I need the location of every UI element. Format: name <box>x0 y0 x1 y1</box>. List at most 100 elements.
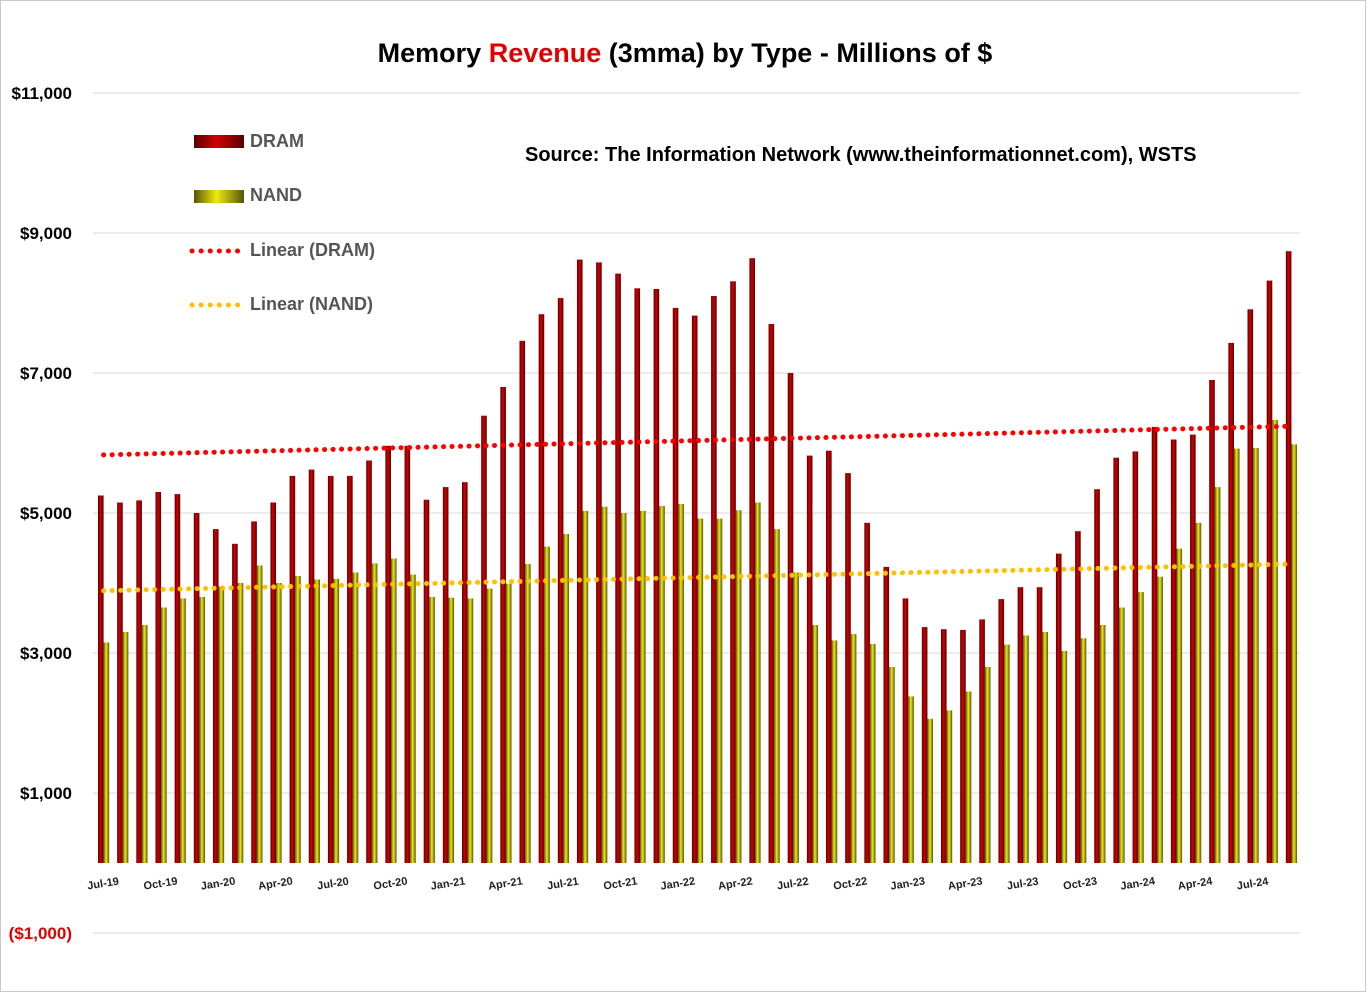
x-tick-label: Jul-22 <box>776 876 809 893</box>
bar-dram <box>768 324 775 863</box>
bar-dram <box>462 482 468 863</box>
bar-nand <box>927 718 934 863</box>
x-tick-label: Jul-19 <box>86 876 119 893</box>
legend-swatch-nand <box>194 190 244 203</box>
x-axis-labels: Jul-19 Oct-19 Jan-20 Apr-20 Jul-20 Oct-20 Jan-… <box>86 875 1270 892</box>
bar-dram <box>251 521 257 863</box>
bar-nand <box>1061 650 1068 863</box>
bar-dram <box>481 415 487 863</box>
trendline-dram <box>101 423 1294 458</box>
x-tick-label: Jul-23 <box>1006 876 1039 893</box>
bar-nand <box>352 572 359 863</box>
bar-nand <box>716 518 723 863</box>
bar-dram <box>327 475 334 863</box>
bar-nand <box>889 667 895 863</box>
bar-dram <box>979 619 985 863</box>
bar-dram <box>366 460 372 863</box>
bar-dram <box>845 473 851 863</box>
bar-nand <box>1291 444 1298 863</box>
bar-nand <box>486 588 493 863</box>
x-tick-label: Jan-20 <box>200 875 236 892</box>
x-tick-label: Jul-24 <box>1236 875 1270 892</box>
bar-nand <box>1023 635 1029 863</box>
x-tick-label: Jul-20 <box>316 876 349 893</box>
bar-nand <box>410 574 416 863</box>
bar-nand <box>161 607 167 863</box>
bar-nand <box>295 576 301 863</box>
y-tick-label: $1,000 <box>20 784 72 803</box>
bar-nand <box>256 565 263 863</box>
bar-dram <box>538 314 545 863</box>
bar-dram <box>1151 426 1158 863</box>
bar-dram <box>691 315 698 864</box>
bar-dram <box>1113 457 1120 863</box>
bar-nand <box>965 691 972 863</box>
bar-nand <box>754 502 761 863</box>
bar-nand <box>1099 625 1106 863</box>
bar-nand <box>774 529 780 863</box>
bar-dram <box>902 598 909 863</box>
bar-nand <box>1042 632 1048 863</box>
bar-dram <box>270 502 277 863</box>
bar-nand <box>1080 638 1087 863</box>
bar-dram <box>940 629 947 863</box>
bar-dram <box>289 475 296 863</box>
y-tick-label: ($1,000) <box>9 924 72 943</box>
bar-dram <box>1266 280 1273 864</box>
bar-dram <box>155 492 162 863</box>
y-tick-label: $7,000 <box>20 364 72 383</box>
legend-swatch-dram <box>194 135 244 148</box>
bar-nand <box>1119 607 1125 863</box>
bar-nand <box>678 503 684 863</box>
bar-dram <box>98 495 104 863</box>
x-tick-label: Jan-23 <box>890 875 926 892</box>
bar-dram <box>826 450 832 863</box>
bar-dram <box>998 599 1005 863</box>
x-tick-label: Oct-20 <box>373 875 409 892</box>
bar-dram <box>193 513 200 863</box>
bars <box>98 251 1298 864</box>
bar-nand <box>601 506 608 863</box>
bar-nand <box>946 710 953 863</box>
y-tick-label: $9,000 <box>20 224 72 243</box>
bar-nand <box>1176 548 1183 863</box>
bar-dram <box>787 373 794 863</box>
bar-nand <box>103 642 110 863</box>
bar-dram <box>500 387 506 863</box>
bar-nand <box>505 583 512 863</box>
bar-nand <box>429 597 435 863</box>
bar-dram <box>634 288 641 863</box>
bar-dram <box>174 494 181 863</box>
bar-dram <box>806 455 813 863</box>
source-note: Source: The Information Network (www.the… <box>525 144 1197 166</box>
bar-nand <box>582 510 589 863</box>
bar-dram <box>232 543 238 863</box>
legend: DRAM NAND Linear (DRAM) Linear (NAND) <box>189 131 375 314</box>
bar-dram <box>442 487 449 863</box>
bar-nand <box>908 696 914 863</box>
bar-nand <box>735 510 742 863</box>
bar-nand <box>333 578 340 863</box>
x-tick-label: Oct-22 <box>832 875 868 892</box>
bar-dram <box>1055 553 1062 863</box>
bar-dram <box>1075 531 1081 863</box>
bar-dram <box>1036 587 1043 863</box>
bar-nand <box>1272 419 1278 863</box>
x-tick-label: Oct-19 <box>143 875 179 892</box>
bar-nand <box>141 625 148 863</box>
x-tick-label: Apr-21 <box>487 875 523 892</box>
bar-nand <box>390 558 397 863</box>
bar-nand <box>640 510 646 863</box>
bar-nand <box>1195 522 1202 863</box>
bar-nand <box>199 597 205 863</box>
bar-dram <box>136 500 142 863</box>
bar-nand <box>793 572 799 863</box>
x-tick-label: Apr-22 <box>717 875 753 892</box>
bar-nand <box>1004 644 1010 863</box>
x-tick-label: Oct-21 <box>603 875 639 892</box>
bar-dram <box>423 499 430 863</box>
bar-dram <box>519 340 526 863</box>
y-axis-labels: $11,000 $9,000 $7,000 $5,000 $3,000 $1,000 ($1… <box>9 84 72 943</box>
bar-nand <box>659 506 665 863</box>
